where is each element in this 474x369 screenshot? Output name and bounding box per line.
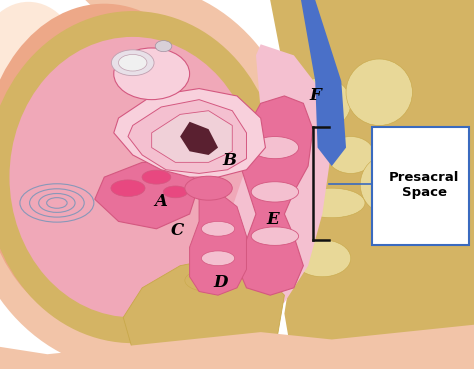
Polygon shape (128, 100, 246, 173)
Text: A: A (155, 193, 168, 210)
Polygon shape (0, 325, 474, 369)
Polygon shape (0, 0, 142, 92)
Ellipse shape (327, 137, 374, 173)
Ellipse shape (201, 221, 235, 236)
Ellipse shape (185, 269, 232, 292)
Ellipse shape (0, 11, 280, 343)
Ellipse shape (251, 227, 299, 245)
Polygon shape (237, 96, 313, 295)
Ellipse shape (0, 4, 228, 328)
Ellipse shape (0, 0, 303, 369)
Ellipse shape (163, 186, 188, 198)
Ellipse shape (201, 251, 235, 266)
Polygon shape (95, 162, 199, 229)
Ellipse shape (111, 180, 145, 197)
Ellipse shape (294, 77, 351, 129)
FancyBboxPatch shape (372, 127, 469, 245)
Polygon shape (114, 89, 265, 177)
Text: D: D (213, 274, 228, 291)
Ellipse shape (251, 137, 299, 159)
Ellipse shape (111, 50, 154, 76)
Text: F: F (310, 87, 321, 104)
Text: Presacral
Space: Presacral Space (389, 170, 459, 199)
Polygon shape (180, 122, 218, 155)
Polygon shape (270, 0, 474, 369)
Ellipse shape (142, 170, 171, 184)
Polygon shape (209, 44, 332, 317)
Text: E: E (266, 211, 279, 228)
Ellipse shape (185, 176, 232, 200)
Ellipse shape (251, 182, 299, 202)
Ellipse shape (9, 37, 256, 317)
Ellipse shape (114, 48, 190, 100)
Polygon shape (123, 258, 284, 351)
Text: C: C (171, 222, 184, 239)
Ellipse shape (294, 240, 351, 277)
Polygon shape (301, 0, 346, 166)
Ellipse shape (360, 155, 417, 214)
Polygon shape (190, 192, 246, 295)
Text: B: B (223, 152, 237, 169)
Ellipse shape (346, 59, 412, 125)
Ellipse shape (0, 2, 81, 131)
Polygon shape (152, 111, 232, 162)
Ellipse shape (118, 55, 147, 71)
Ellipse shape (299, 188, 365, 218)
Ellipse shape (155, 41, 172, 52)
